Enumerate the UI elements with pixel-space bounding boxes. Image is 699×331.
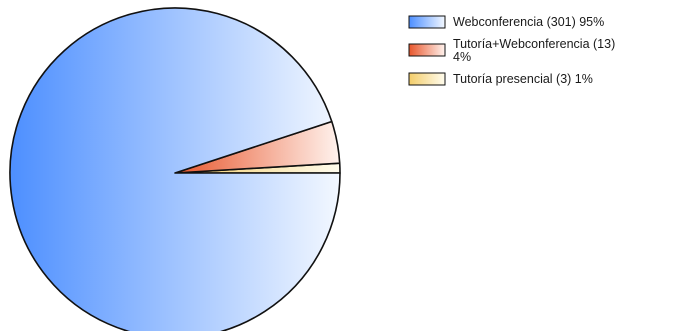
legend-label: Tutoría presencial (3) 1% [453,72,593,86]
legend: Webconferencia (301) 95% Tutoría+Webconfe… [408,15,615,86]
legend-label: Tutoría+Webconferencia (13) [453,37,615,51]
legend-swatch [408,43,446,57]
legend-item: Webconferencia (301) 95% [408,15,604,29]
legend-label: 4% [453,50,471,64]
legend-label: Webconferencia (301) 95% [453,15,604,29]
pie-slice-webconferencia [9,7,341,331]
legend-item: Tutoría presencial (3) 1% [408,72,593,86]
pie-slices [9,7,341,331]
legend-swatch [408,15,446,29]
legend-swatch [408,72,446,86]
legend-item: Tutoría+Webconferencia (13)4% [408,37,615,64]
